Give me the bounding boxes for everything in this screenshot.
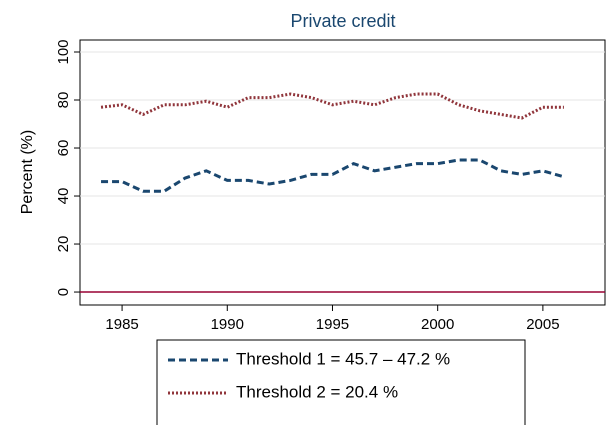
x-tick-label: 2005	[526, 316, 559, 333]
x-tick-label: 1990	[211, 316, 244, 333]
y-tick-label: 100	[55, 39, 72, 64]
plot-frame	[79, 39, 606, 306]
y-tick-label: 40	[55, 188, 72, 205]
y-tick-label: 80	[55, 92, 72, 109]
y-tick-label: 0	[55, 288, 72, 296]
x-tick-label: 2000	[421, 316, 454, 333]
chart-title: Private credit	[290, 11, 395, 31]
series-line	[100, 92, 564, 120]
y-axis-label: Percent (%)	[19, 130, 36, 214]
legend-box	[156, 339, 526, 430]
y-tick-label: 20	[55, 236, 72, 253]
x-tick-label: 1985	[105, 316, 138, 333]
legend-label: Threshold 1 = 45.7 – 47.2 %	[236, 349, 450, 368]
x-tick-label: 1995	[316, 316, 349, 333]
legend-label: Threshold 2 = 20.4 %	[236, 382, 398, 401]
series-line	[101, 158, 565, 193]
y-tick-label: 60	[55, 140, 72, 157]
